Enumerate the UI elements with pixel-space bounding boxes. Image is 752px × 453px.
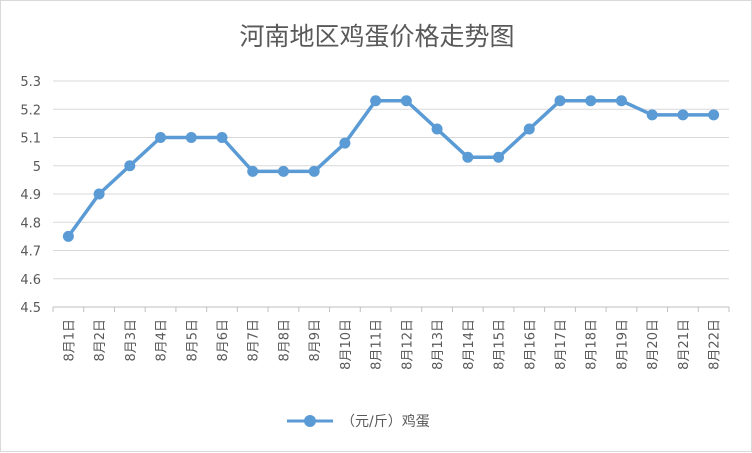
x-tick-label: 8月4日 (155, 319, 170, 362)
y-tick-label: 4.7 (20, 245, 41, 260)
x-tick-label: 8月3日 (124, 319, 139, 362)
y-tick-label: 5 (33, 160, 41, 175)
x-tick-label: 8月2日 (93, 319, 108, 362)
data-point (339, 137, 351, 149)
x-tick-label: 8月17日 (554, 319, 569, 370)
x-tick-label: 8月19日 (615, 319, 630, 370)
x-tick-label: 8月16日 (523, 319, 538, 370)
y-tick-label: 5.2 (20, 103, 41, 118)
x-tick-label: 8月21日 (677, 319, 692, 370)
y-tick-label: 5.3 (20, 75, 41, 90)
data-point (554, 95, 566, 107)
legend: （元/斤）鸡蛋 (287, 413, 430, 430)
data-point (370, 95, 382, 107)
series-layer (62, 95, 720, 242)
legend-marker (304, 415, 316, 427)
x-tick-label: 8月10日 (339, 319, 354, 370)
data-point (216, 132, 228, 143)
data-point (400, 95, 412, 107)
y-tick-label: 4.8 (20, 216, 41, 231)
series-line (66, 99, 714, 238)
data-point (708, 109, 720, 121)
data-point (615, 95, 627, 107)
data-point (462, 151, 474, 163)
x-tick-label: 8月18日 (585, 319, 600, 370)
y-tick-label: 4.9 (20, 188, 41, 203)
x-tick-label: 8月11日 (370, 319, 385, 370)
x-tick-label: 8月5日 (185, 319, 200, 362)
x-tick-label: 8月15日 (493, 319, 508, 370)
chart-title: 河南地区鸡蛋价格走势图 (239, 22, 514, 51)
data-point (62, 230, 74, 242)
data-point (523, 123, 535, 135)
data-point (646, 109, 658, 121)
legend-label: （元/斤）鸡蛋 (341, 413, 430, 430)
x-tick-label: 8月22日 (708, 319, 723, 370)
x-tick-label: 8月12日 (400, 319, 415, 370)
x-axis-ticks: 8月1日 8月2日 8月3日 8月4日 8月5日 8月6日 8月7日 8月8日 8月9日 8月10… (52, 307, 730, 370)
data-point (247, 165, 259, 177)
data-point (308, 165, 320, 177)
x-tick-label: 8月20日 (646, 319, 661, 370)
y-axis-ticks: 4.5 4.6 4.7 4.8 4.9 5 5.1 5.2 5.3 (20, 75, 41, 316)
x-tick-label: 8月8日 (277, 319, 292, 362)
x-tick-label: 8月6日 (216, 319, 231, 362)
x-tick-label: 8月9日 (308, 319, 323, 362)
data-point (93, 188, 105, 200)
data-point (124, 160, 136, 172)
x-tick-label: 8月7日 (247, 319, 262, 362)
data-point (493, 151, 505, 163)
y-tick-label: 4.6 (20, 273, 41, 288)
x-tick-label: 8月13日 (431, 319, 446, 370)
data-point (585, 95, 597, 107)
data-point (155, 132, 167, 143)
data-point (431, 123, 443, 135)
y-tick-label: 4.5 (20, 301, 41, 316)
gridlines (53, 80, 729, 308)
data-point (185, 132, 197, 143)
x-tick-label: 8月1日 (62, 319, 77, 362)
data-point (677, 109, 689, 121)
x-tick-label: 8月14日 (462, 319, 477, 370)
y-tick-label: 5.1 (20, 132, 41, 147)
data-point (277, 165, 289, 177)
